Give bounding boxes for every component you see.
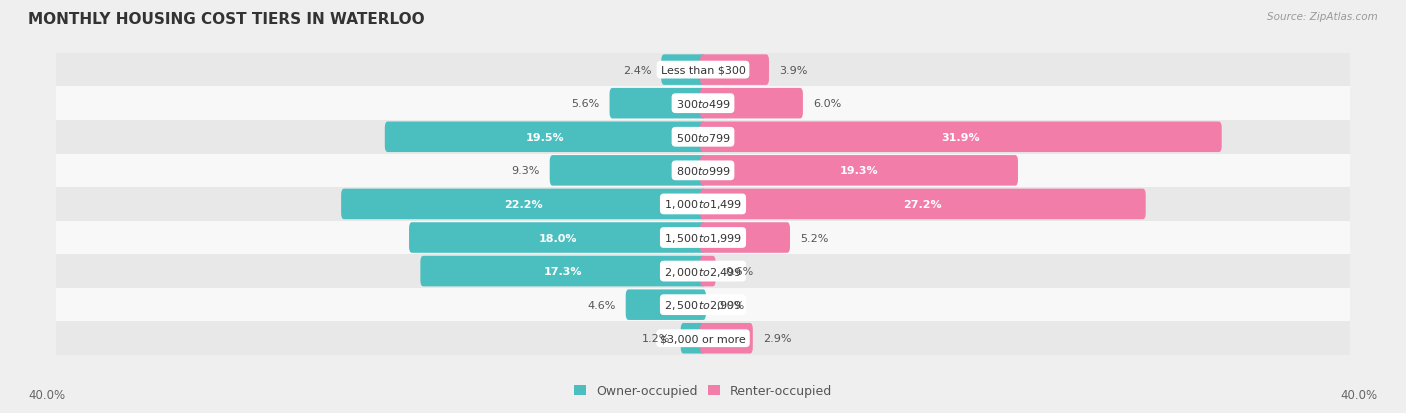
FancyBboxPatch shape [700, 223, 790, 253]
Text: 4.6%: 4.6% [588, 300, 616, 310]
Text: 2.9%: 2.9% [763, 333, 792, 344]
FancyBboxPatch shape [700, 156, 1018, 186]
Bar [56, 154, 1350, 188]
Text: $300 to $499: $300 to $499 [675, 98, 731, 110]
Text: 5.2%: 5.2% [800, 233, 828, 243]
Bar [56, 221, 1350, 255]
Text: Source: ZipAtlas.com: Source: ZipAtlas.com [1267, 12, 1378, 22]
Text: 31.9%: 31.9% [942, 133, 980, 142]
Text: 6.0%: 6.0% [813, 99, 841, 109]
Bar [56, 54, 1350, 87]
FancyBboxPatch shape [661, 55, 706, 85]
Text: 40.0%: 40.0% [1341, 388, 1378, 401]
Legend: Owner-occupied, Renter-occupied: Owner-occupied, Renter-occupied [574, 384, 832, 397]
FancyBboxPatch shape [409, 223, 706, 253]
Bar [56, 322, 1350, 355]
Text: 5.6%: 5.6% [571, 99, 599, 109]
Text: 22.2%: 22.2% [505, 199, 543, 209]
Text: $1,500 to $1,999: $1,500 to $1,999 [664, 231, 742, 244]
Text: 18.0%: 18.0% [538, 233, 576, 243]
Text: $2,500 to $2,999: $2,500 to $2,999 [664, 299, 742, 311]
Text: 3.9%: 3.9% [779, 65, 807, 76]
Text: 19.3%: 19.3% [839, 166, 879, 176]
Bar [56, 255, 1350, 288]
Bar [56, 188, 1350, 221]
FancyBboxPatch shape [610, 89, 706, 119]
Text: $500 to $799: $500 to $799 [675, 131, 731, 143]
FancyBboxPatch shape [681, 323, 706, 354]
FancyBboxPatch shape [700, 122, 1222, 153]
FancyBboxPatch shape [550, 156, 706, 186]
Bar [56, 121, 1350, 154]
Text: 17.3%: 17.3% [544, 266, 582, 276]
Text: 1.2%: 1.2% [643, 333, 671, 344]
FancyBboxPatch shape [700, 55, 769, 85]
FancyBboxPatch shape [700, 89, 803, 119]
Text: 0.0%: 0.0% [716, 300, 744, 310]
FancyBboxPatch shape [342, 189, 706, 220]
Text: $800 to $999: $800 to $999 [675, 165, 731, 177]
Bar [56, 288, 1350, 322]
Text: $3,000 or more: $3,000 or more [661, 333, 745, 344]
FancyBboxPatch shape [700, 256, 716, 287]
Bar [56, 87, 1350, 121]
FancyBboxPatch shape [700, 323, 752, 354]
Text: Less than $300: Less than $300 [661, 65, 745, 76]
FancyBboxPatch shape [420, 256, 706, 287]
Text: $2,000 to $2,499: $2,000 to $2,499 [664, 265, 742, 278]
Text: 0.6%: 0.6% [725, 266, 754, 276]
Text: $1,000 to $1,499: $1,000 to $1,499 [664, 198, 742, 211]
Text: 9.3%: 9.3% [512, 166, 540, 176]
Text: 27.2%: 27.2% [904, 199, 942, 209]
Text: 19.5%: 19.5% [526, 133, 565, 142]
Text: 40.0%: 40.0% [28, 388, 65, 401]
Text: 2.4%: 2.4% [623, 65, 651, 76]
Text: MONTHLY HOUSING COST TIERS IN WATERLOO: MONTHLY HOUSING COST TIERS IN WATERLOO [28, 12, 425, 27]
FancyBboxPatch shape [626, 290, 706, 320]
FancyBboxPatch shape [385, 122, 706, 153]
FancyBboxPatch shape [700, 189, 1146, 220]
